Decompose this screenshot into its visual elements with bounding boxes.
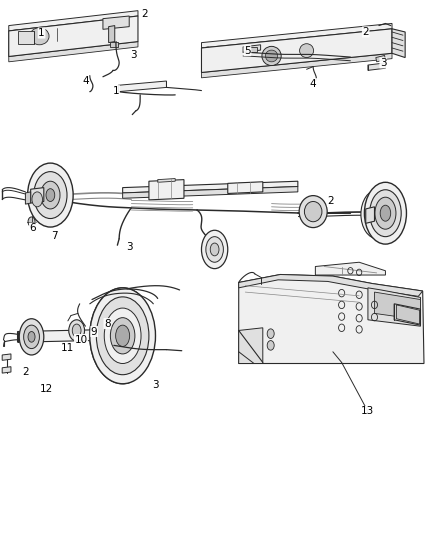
Polygon shape: [243, 45, 261, 52]
Ellipse shape: [116, 325, 130, 346]
Polygon shape: [109, 26, 115, 43]
Ellipse shape: [267, 341, 274, 350]
Polygon shape: [149, 180, 184, 200]
Polygon shape: [201, 29, 392, 72]
Polygon shape: [368, 63, 385, 70]
Text: 3: 3: [126, 243, 133, 252]
Polygon shape: [366, 207, 374, 223]
Text: 5: 5: [244, 46, 251, 55]
Polygon shape: [25, 192, 31, 204]
Ellipse shape: [96, 297, 149, 375]
Polygon shape: [396, 305, 420, 324]
Text: 6: 6: [29, 223, 36, 233]
Ellipse shape: [32, 192, 42, 207]
Ellipse shape: [69, 320, 85, 341]
Ellipse shape: [370, 190, 401, 237]
Text: 3: 3: [130, 50, 137, 60]
Polygon shape: [228, 182, 263, 193]
Ellipse shape: [364, 182, 406, 244]
Ellipse shape: [262, 46, 281, 66]
Polygon shape: [368, 288, 420, 326]
Polygon shape: [118, 81, 166, 92]
Text: 8: 8: [104, 319, 111, 328]
Polygon shape: [376, 55, 385, 62]
Ellipse shape: [72, 324, 81, 337]
Text: 1: 1: [113, 86, 120, 95]
Text: 9: 9: [91, 327, 98, 336]
Text: 3: 3: [152, 381, 159, 390]
Polygon shape: [9, 30, 18, 58]
Text: 7: 7: [51, 231, 58, 240]
Text: 2: 2: [327, 197, 334, 206]
Polygon shape: [9, 16, 138, 56]
Ellipse shape: [299, 196, 327, 228]
Ellipse shape: [28, 332, 35, 342]
Ellipse shape: [366, 197, 389, 232]
Ellipse shape: [375, 197, 396, 229]
Polygon shape: [2, 367, 11, 373]
Ellipse shape: [210, 243, 219, 256]
Ellipse shape: [24, 325, 39, 349]
Ellipse shape: [206, 237, 223, 262]
Ellipse shape: [30, 28, 49, 45]
Polygon shape: [9, 11, 138, 31]
Polygon shape: [315, 262, 385, 275]
Text: 11: 11: [61, 343, 74, 352]
Polygon shape: [239, 274, 423, 296]
Polygon shape: [239, 328, 263, 364]
Polygon shape: [103, 16, 129, 29]
Ellipse shape: [267, 329, 274, 338]
Ellipse shape: [304, 201, 322, 222]
Text: 3: 3: [380, 58, 387, 68]
Ellipse shape: [361, 190, 394, 239]
Polygon shape: [201, 47, 208, 74]
Ellipse shape: [90, 288, 155, 384]
Ellipse shape: [41, 181, 60, 209]
Bar: [18, 31, 34, 44]
Ellipse shape: [265, 50, 278, 62]
Polygon shape: [201, 53, 392, 78]
Polygon shape: [18, 329, 114, 342]
Bar: [110, 42, 118, 47]
Ellipse shape: [34, 172, 67, 219]
Text: 10: 10: [74, 335, 88, 344]
Ellipse shape: [19, 319, 44, 355]
Polygon shape: [374, 292, 420, 320]
Text: 12: 12: [39, 384, 53, 394]
Text: 2: 2: [141, 9, 148, 19]
Text: 4: 4: [310, 79, 317, 88]
Polygon shape: [201, 23, 392, 48]
Text: 4: 4: [82, 76, 89, 86]
Ellipse shape: [110, 318, 135, 354]
Bar: [246, 47, 257, 52]
Ellipse shape: [201, 230, 228, 269]
Polygon shape: [2, 354, 11, 360]
Polygon shape: [158, 179, 175, 182]
Ellipse shape: [300, 44, 314, 58]
Polygon shape: [31, 188, 44, 203]
Polygon shape: [392, 29, 405, 58]
Ellipse shape: [380, 205, 391, 221]
Polygon shape: [239, 274, 424, 364]
Polygon shape: [9, 42, 138, 62]
Text: 13: 13: [361, 407, 374, 416]
Polygon shape: [123, 187, 298, 198]
Polygon shape: [394, 304, 420, 325]
Ellipse shape: [28, 163, 73, 227]
Ellipse shape: [46, 189, 55, 201]
Text: 2: 2: [22, 367, 29, 376]
Text: 1: 1: [38, 28, 45, 38]
Text: 2: 2: [362, 27, 369, 37]
Polygon shape: [123, 181, 298, 193]
Ellipse shape: [104, 308, 141, 364]
Ellipse shape: [28, 217, 35, 227]
